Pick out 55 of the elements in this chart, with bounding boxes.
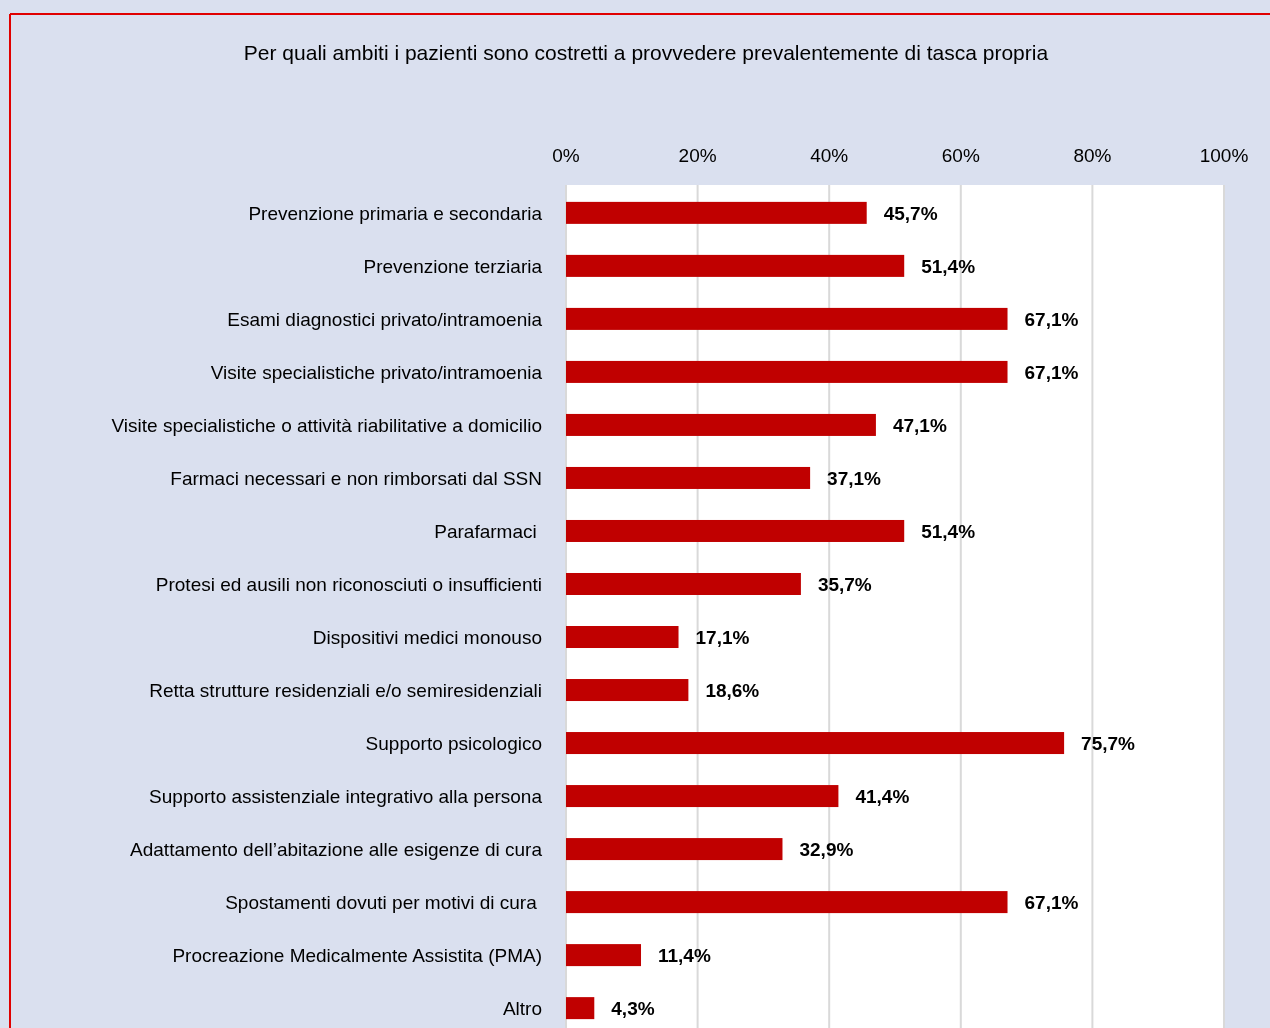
y-tick-label: Adattamento dell’abitazione alle esigenze di cura [130, 838, 543, 860]
y-tick-label: Prevenzione terziaria [363, 255, 543, 277]
y-tick-label: Dispositivi medici monouso [312, 626, 542, 648]
bar [566, 360, 1008, 383]
data-label: 35,7% [817, 573, 872, 595]
x-tick-label: 40% [810, 145, 849, 166]
data-label: 4,3% [611, 997, 655, 1019]
data-label: 18,6% [705, 679, 760, 701]
y-tick-label: Parafarmaci [434, 520, 542, 542]
bar [566, 201, 867, 224]
bar [566, 572, 801, 595]
y-tick-label: Supporto assistenziale integrativo alla persona [149, 785, 543, 807]
data-label: 37,1% [827, 467, 882, 489]
x-tick-label: 60% [941, 145, 980, 166]
x-tick-label: 100% [1199, 145, 1249, 166]
bar [566, 307, 1008, 330]
data-label: 75,7% [1081, 732, 1136, 754]
x-tick-label: 80% [1073, 145, 1112, 166]
bar [566, 997, 595, 1020]
bar [566, 466, 811, 489]
data-label: 67,1% [1024, 891, 1079, 913]
data-label: 67,1% [1024, 361, 1079, 383]
y-tick-label: Visite specialistiche privato/intramoenia [210, 361, 543, 383]
y-tick-label: Esami diagnostici privato/intramoenia [227, 308, 543, 330]
data-label: 41,4% [855, 785, 910, 807]
bar [566, 891, 1008, 914]
data-label: 51,4% [921, 255, 976, 277]
data-label: 17,1% [695, 626, 750, 648]
y-tick-label: Altro [502, 997, 542, 1019]
bar [566, 838, 783, 861]
data-label: 32,9% [799, 838, 854, 860]
bar [566, 732, 1065, 755]
y-tick-label: Supporto psicologico [365, 732, 542, 754]
bar [566, 944, 642, 967]
x-tick-label: 20% [678, 145, 717, 166]
bar [566, 254, 905, 277]
x-tick-label: 0% [552, 145, 580, 166]
bar [566, 679, 689, 702]
y-tick-label: Procreazione Medicalmente Assistita (PMA) [172, 944, 542, 966]
bar [566, 626, 679, 649]
data-label: 45,7% [883, 202, 938, 224]
y-tick-label: Spostamenti dovuti per motivi di cura [225, 891, 542, 913]
data-label: 51,4% [921, 520, 976, 542]
data-label: 11,4% [658, 944, 711, 966]
y-tick-label: Retta strutture residenziali e/o semiresidenziali [149, 679, 542, 701]
bar [566, 785, 839, 808]
data-label: 67,1% [1024, 308, 1079, 330]
bar [566, 519, 905, 542]
bar [566, 413, 876, 436]
y-tick-label: Farmaci necessari e non rimborsati dal SSN [170, 467, 542, 489]
chart-title: Per quali ambiti i pazienti sono costretti a provvedere prevalentemente di tasca propria [243, 41, 1049, 64]
y-tick-label: Visite specialistiche o attività riabilitative a domicilio [111, 414, 542, 436]
y-tick-label: Protesi ed ausili non riconosciuti o insufficienti [155, 573, 542, 595]
y-tick-label: Prevenzione primaria e secondaria [248, 202, 543, 224]
data-label: 47,1% [892, 414, 947, 436]
